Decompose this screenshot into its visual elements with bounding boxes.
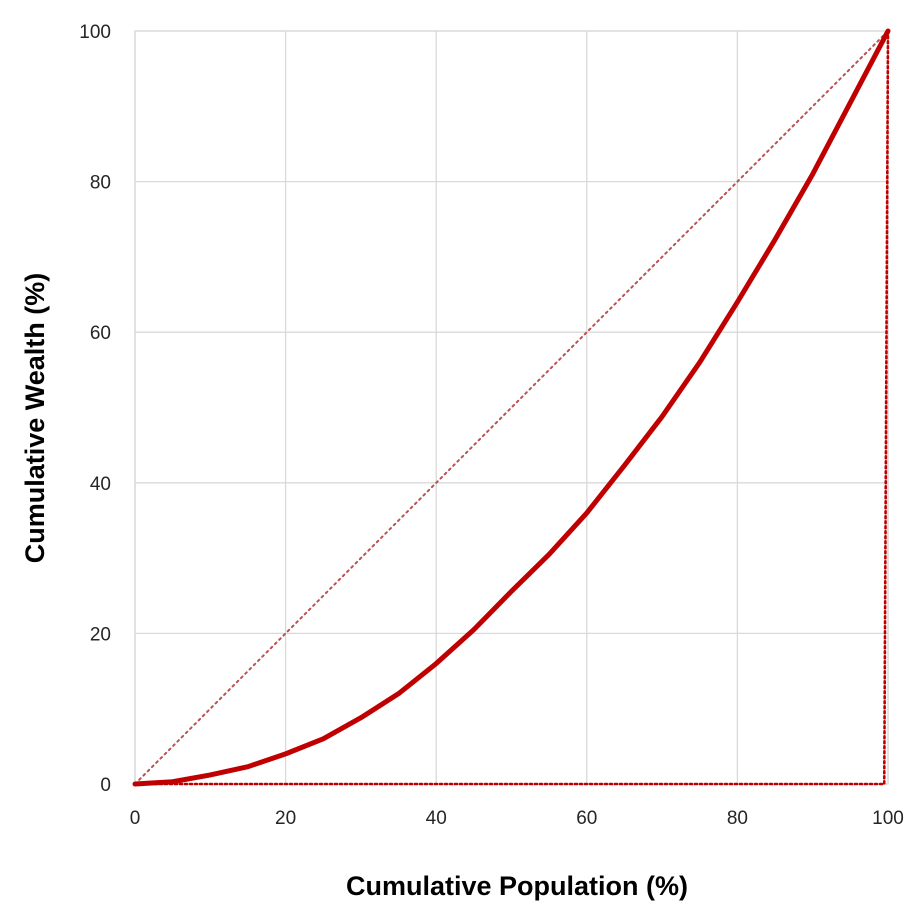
perfect-inequality-line [133,29,890,786]
y-tick-label: 20 [90,624,111,645]
y-tick-label: 80 [90,173,111,194]
x-axis-title: Cumulative Population (%) [346,871,688,901]
y-axis-title: Cumulative Wealth (%) [20,273,50,564]
equality-line [134,30,889,785]
y-tick-labels: 0 20 40 60 80 100 [79,22,111,796]
x-tick-label: 60 [576,808,597,829]
x-tick-labels: 0 20 40 60 80 100 [130,808,904,829]
series-group [132,28,891,787]
x-tick-label: 20 [275,808,296,829]
x-tick-label: 100 [872,808,904,829]
x-tick-label: 80 [727,808,748,829]
x-tick-label: 0 [130,808,141,829]
y-tick-label: 40 [90,474,111,495]
y-tick-label: 100 [79,22,111,43]
y-tick-label: 0 [100,775,111,796]
y-tick-label: 60 [90,323,111,344]
lorenz-curve [132,28,891,787]
x-tick-label: 40 [426,808,447,829]
